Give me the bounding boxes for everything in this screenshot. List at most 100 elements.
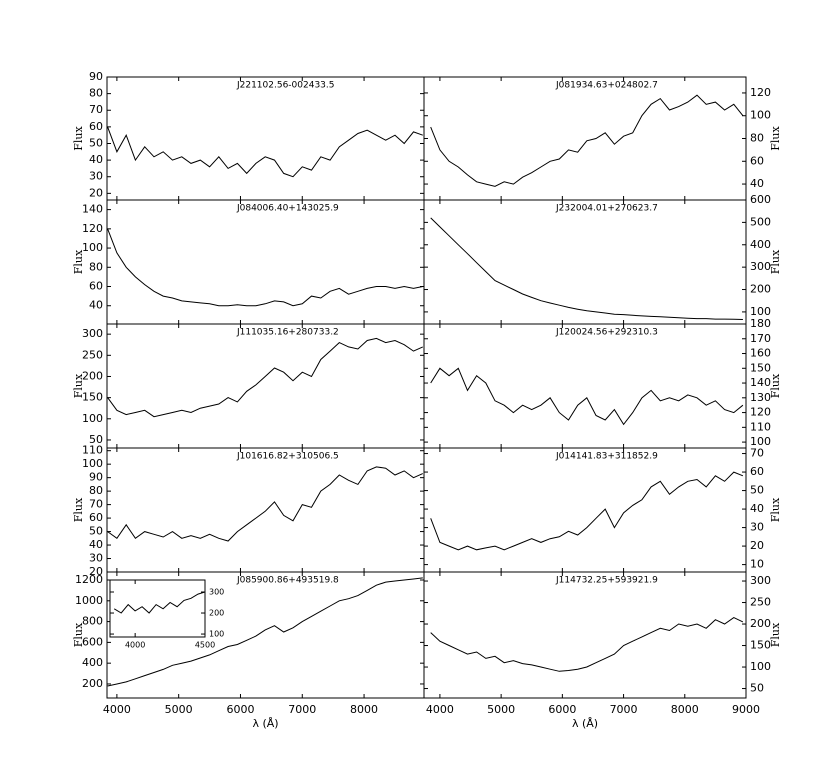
panel: 40 60 80 100 120 140 J084006.40+143025.9 Flux: [72, 199, 425, 325]
y-tick-label: 300: [209, 587, 224, 596]
panel: 10 20 30 40 50 60 70 J014141.83+311852.9 Flux: [423, 447, 782, 573]
y-tick-label: 100: [750, 305, 771, 318]
spectrum: [107, 466, 424, 542]
y-tick-label: 10: [750, 558, 764, 571]
y-tick-label: 120: [750, 86, 771, 99]
panel: 20 30 40 50 60 70 80 90 J221102.56-002433.5 Flux: [72, 70, 425, 201]
y-tick-label: 80: [89, 87, 103, 100]
y-tick-label: 40: [89, 153, 103, 166]
y-axis-label: Flux: [769, 249, 782, 274]
y-tick-label: 100: [750, 435, 771, 448]
y-axis-label: Flux: [72, 249, 85, 274]
y-tick-label: 100: [82, 412, 103, 425]
y-axis-label: Flux: [769, 497, 782, 522]
y-tick-label: 70: [89, 498, 103, 511]
y-tick-label: 110: [82, 444, 103, 457]
spectrum: [107, 126, 423, 178]
spectrum: [430, 367, 744, 426]
panel-title: J120024.56+292310.3: [555, 328, 658, 338]
panel-title: J221102.56-002433.5: [236, 81, 335, 91]
y-tick-label: 30: [750, 521, 764, 534]
y-tick-label: 300: [750, 260, 771, 273]
inset-bg: [110, 580, 205, 637]
y-tick-label: 70: [89, 103, 103, 116]
y-tick-label: 300: [82, 327, 103, 340]
x-tick-label: 4500: [195, 641, 215, 650]
panel-title: J081934.63+024802.7: [555, 81, 658, 91]
y-tick-label: 100: [750, 660, 771, 673]
y-tick-label: 150: [750, 639, 771, 652]
x-tick-label: 4000: [103, 703, 131, 716]
x-tick-label: 5000: [165, 703, 193, 716]
panel-title: J111035.16+280733.2: [236, 328, 339, 338]
frame: [423, 571, 747, 699]
y-tick-label: 1000: [75, 594, 103, 607]
y-tick-label: 50: [750, 682, 764, 695]
y-tick-label: 50: [89, 136, 103, 149]
y-tick-label: 800: [82, 615, 103, 628]
y-tick-label: 150: [82, 391, 103, 404]
y-tick-label: 30: [89, 552, 103, 565]
y-tick-label: 80: [89, 484, 103, 497]
frame: [106, 199, 425, 325]
y-tick-label: 160: [750, 347, 771, 360]
y-tick-label: 50: [89, 433, 103, 446]
panel-title: J101616.82+310506.5: [236, 452, 339, 462]
panel-title: J085900.86+493519.8: [236, 576, 339, 586]
y-tick-label: 60: [750, 154, 764, 167]
y-tick-label: 100: [750, 109, 771, 122]
y-tick-label: 250: [82, 348, 103, 361]
y-tick-label: 400: [82, 656, 103, 669]
inset: 4000 4500 100 200 300: [109, 579, 224, 650]
x-tick-label: 5000: [487, 703, 515, 716]
frame: [109, 579, 206, 638]
y-tick-label: 200: [82, 369, 103, 382]
y-tick-label: 70: [750, 447, 764, 460]
frame: [423, 447, 747, 573]
panel: 50 100 150 200 250 300 J111035.16+280733.2 Flux: [72, 323, 425, 449]
y-tick-label: 600: [82, 635, 103, 648]
x-tick-label: 6000: [548, 703, 576, 716]
y-tick-label: 80: [750, 132, 764, 145]
y-tick-label: 100: [82, 241, 103, 254]
spectrum: [107, 577, 423, 687]
x-tick-label: 6000: [226, 703, 254, 716]
y-tick-label: 130: [750, 391, 771, 404]
y-tick-label: 60: [750, 465, 764, 478]
y-tick-label: 170: [750, 332, 771, 345]
y-tick-label: 200: [209, 609, 224, 618]
spectrum: [430, 471, 744, 551]
y-tick-label: 100: [82, 457, 103, 470]
spectrum: [430, 217, 743, 320]
x-tick-label: 9000: [732, 703, 760, 716]
y-tick-label: 40: [89, 299, 103, 312]
spectrum: [113, 591, 205, 614]
panel-title: J084006.40+143025.9: [236, 204, 339, 214]
frame: [423, 323, 747, 449]
y-tick-label: 110: [750, 420, 771, 433]
y-tick-label: 80: [89, 260, 103, 273]
spectrum: [107, 228, 423, 307]
y-tick-label: 200: [82, 677, 103, 690]
y-tick-label: 120: [82, 222, 103, 235]
y-tick-label: 300: [750, 574, 771, 587]
panel-title: J232004.01+270623.7: [555, 204, 658, 214]
panel: 40 60 80 100 120 J081934.63+024802.7 Flux: [423, 76, 782, 201]
panel: 4000 5000 6000 7000 8000 200 400 600 800 1000 1200…: [72, 571, 425, 730]
x-axis-label: λ (Å): [252, 717, 278, 730]
y-tick-label: 60: [89, 120, 103, 133]
x-tick-label: 4000: [426, 703, 454, 716]
y-tick-label: 50: [89, 525, 103, 538]
spectrum: [430, 94, 744, 187]
x-tick-label: 7000: [288, 703, 316, 716]
panel-title: J114732.25+593921.9: [555, 576, 658, 586]
y-tick-label: 180: [750, 317, 771, 330]
y-tick-label: 20: [89, 565, 103, 578]
frame: [106, 323, 425, 449]
y-tick-label: 20: [750, 539, 764, 552]
y-tick-label: 500: [750, 215, 771, 228]
y-tick-label: 100: [209, 630, 224, 639]
panel: 4000 5000 6000 7000 8000 9000 50 100 150 200 250 30…: [423, 571, 782, 730]
frame: [423, 199, 747, 325]
